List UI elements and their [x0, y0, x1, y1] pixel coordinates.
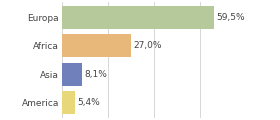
Text: 27,0%: 27,0%	[133, 41, 162, 50]
Text: 8,1%: 8,1%	[85, 70, 107, 79]
Text: 59,5%: 59,5%	[216, 13, 245, 22]
Bar	[62, 34, 131, 57]
Bar	[62, 91, 76, 114]
Bar	[62, 63, 82, 86]
Bar	[62, 6, 214, 29]
Text: 5,4%: 5,4%	[78, 98, 100, 107]
